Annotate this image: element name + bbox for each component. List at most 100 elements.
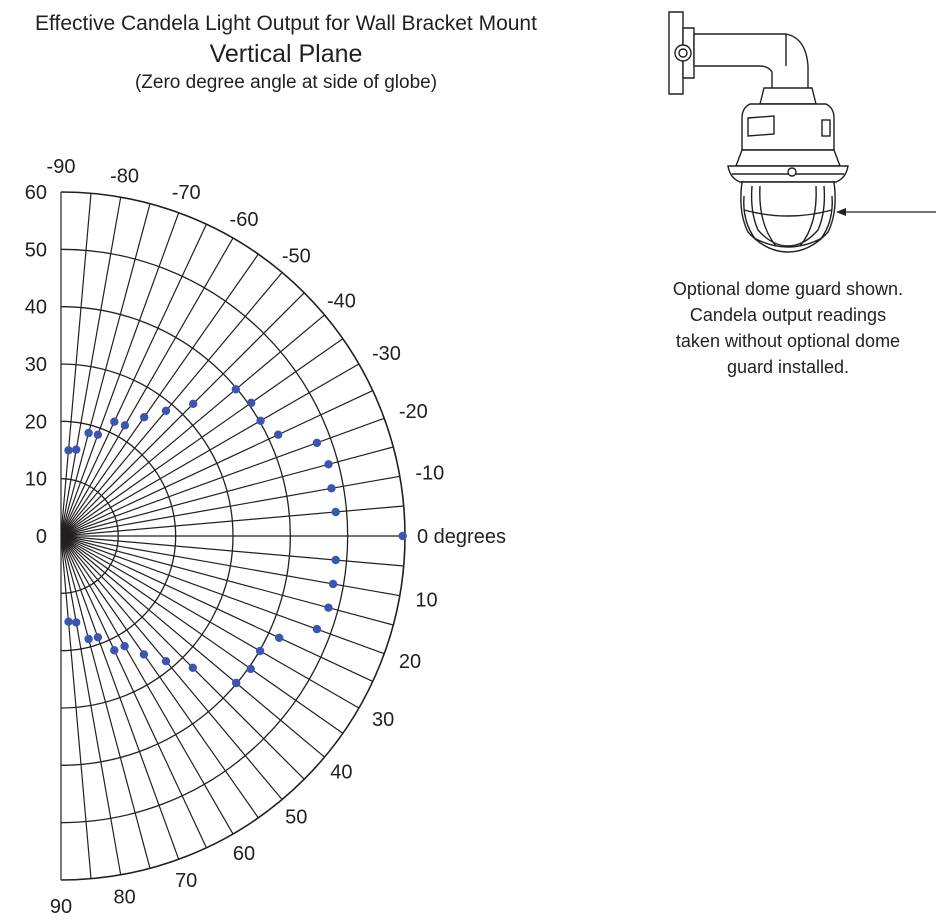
grid-spoke bbox=[60, 338, 344, 537]
grid-spoke bbox=[60, 390, 374, 537]
caption-line: Optional dome guard shown. bbox=[672, 279, 904, 299]
grid-spoke bbox=[60, 535, 374, 682]
angle-tick-label: -30 bbox=[372, 343, 401, 365]
data-point bbox=[93, 633, 103, 642]
dome-guard bbox=[743, 195, 757, 241]
data-point bbox=[120, 421, 130, 430]
grid-spoke bbox=[60, 363, 360, 537]
grid-spoke bbox=[60, 197, 122, 537]
grid-spoke bbox=[60, 535, 283, 800]
glass-globe bbox=[740, 181, 836, 253]
data-point bbox=[120, 642, 129, 651]
polar-chart: 0 10 20 30 40 50 60 -90 -80 -70 -60 -50 -40 -30 -20 -1… bbox=[25, 156, 506, 918]
grid-spoke bbox=[60, 203, 151, 537]
radial-tick-label: 40 bbox=[25, 297, 47, 319]
data-point bbox=[72, 618, 81, 627]
grid-spoke bbox=[60, 314, 325, 537]
radial-tick-labels: 0 10 20 30 40 50 60 bbox=[25, 182, 47, 548]
grid-spoke bbox=[60, 253, 259, 537]
title-block: Effective Candela Light Output for Wall … bbox=[0, 10, 572, 96]
data-point bbox=[110, 417, 119, 426]
angle-tick-label: 10 bbox=[415, 590, 437, 612]
grid-spoke bbox=[60, 535, 404, 567]
data-point bbox=[312, 624, 322, 634]
radial-tick-label: 0 bbox=[36, 526, 47, 548]
chart-subtitle: Vertical Plane bbox=[209, 40, 363, 68]
data-point bbox=[84, 634, 93, 644]
angle-tick-label: 30 bbox=[372, 709, 394, 731]
data-point bbox=[331, 507, 340, 517]
data-point bbox=[93, 430, 103, 439]
data-point bbox=[328, 579, 338, 589]
data-point bbox=[64, 617, 73, 626]
data-point bbox=[161, 406, 171, 415]
grid-spoke bbox=[60, 535, 180, 860]
grid-spoke bbox=[60, 535, 344, 734]
angle-tick-label: -60 bbox=[230, 209, 259, 231]
data-point bbox=[312, 438, 322, 448]
data-point bbox=[232, 678, 241, 688]
grid-spoke bbox=[60, 272, 283, 537]
caption-line: guard installed. bbox=[726, 357, 850, 377]
data-point bbox=[189, 399, 198, 408]
grid-spoke bbox=[60, 237, 234, 537]
angle-tick-label: -80 bbox=[110, 166, 139, 188]
bracket-arm bbox=[693, 33, 809, 91]
grid-spoke bbox=[60, 535, 305, 780]
data-point bbox=[84, 428, 93, 438]
pointer-arrow-head bbox=[836, 208, 846, 216]
grid-spoke bbox=[60, 223, 207, 537]
grid-spoke bbox=[60, 505, 404, 537]
grid-spoke bbox=[60, 535, 92, 879]
data-point bbox=[275, 633, 284, 642]
angle-tick-label: -50 bbox=[282, 246, 311, 268]
data-point bbox=[324, 460, 333, 469]
data-point bbox=[139, 650, 149, 659]
data-point bbox=[398, 531, 407, 541]
angle-tick-label: 80 bbox=[113, 886, 135, 908]
grid-spoke bbox=[60, 535, 360, 709]
angle-tick-label: 50 bbox=[285, 806, 307, 828]
radial-tick-label: 20 bbox=[25, 411, 47, 433]
grid-spoke bbox=[60, 292, 305, 537]
angle-tick-label: -10 bbox=[415, 462, 444, 484]
angle-tick-label: -40 bbox=[327, 291, 356, 313]
grid-spoke bbox=[60, 535, 325, 758]
fixture-neck bbox=[759, 87, 817, 105]
grid-spoke bbox=[60, 193, 92, 537]
angle-tick-label: 20 bbox=[399, 651, 421, 673]
data-point bbox=[64, 446, 73, 455]
data-point bbox=[161, 657, 171, 666]
radial-tick-label: 10 bbox=[25, 469, 47, 491]
data-point bbox=[256, 416, 265, 425]
data-points bbox=[64, 385, 407, 688]
data-point bbox=[246, 664, 255, 674]
data-point bbox=[140, 413, 149, 422]
radial-tick-label: 60 bbox=[25, 182, 47, 204]
grid-spoke bbox=[60, 535, 122, 875]
data-point bbox=[231, 385, 240, 394]
caption-line: Candela output readings bbox=[689, 305, 887, 325]
angle-tick-label: 0 degrees bbox=[417, 526, 506, 548]
grid-spoke bbox=[60, 446, 394, 537]
grid-spoke bbox=[60, 417, 385, 537]
chart-note: (Zero degree angle at side of globe) bbox=[134, 72, 438, 93]
grid-spoke bbox=[60, 212, 180, 537]
light-fixture-illustration bbox=[668, 11, 936, 253]
radial-tick-label: 50 bbox=[25, 239, 47, 261]
data-point bbox=[331, 555, 340, 565]
caption-line: taken without optional dome bbox=[675, 331, 901, 351]
angle-tick-labels: -90 -80 -70 -60 -50 -40 -30 -20 -10 0 degrees 10 20… bbox=[47, 156, 506, 918]
chart-title: Effective Candela Light Output for Wall … bbox=[35, 12, 537, 35]
angle-tick-label: -70 bbox=[172, 182, 201, 204]
grid-spoke bbox=[60, 535, 207, 849]
angle-tick-label: 40 bbox=[330, 761, 352, 783]
data-point bbox=[247, 398, 256, 407]
angle-tick-label: -90 bbox=[47, 156, 76, 178]
data-point bbox=[324, 603, 333, 612]
radial-tick-label: 30 bbox=[25, 354, 47, 376]
fixture-caption: Optional dome guard shown. Candela outpu… bbox=[640, 276, 936, 380]
grid-spoke bbox=[60, 535, 394, 626]
angle-tick-label: 60 bbox=[233, 843, 255, 865]
data-point bbox=[327, 484, 336, 493]
